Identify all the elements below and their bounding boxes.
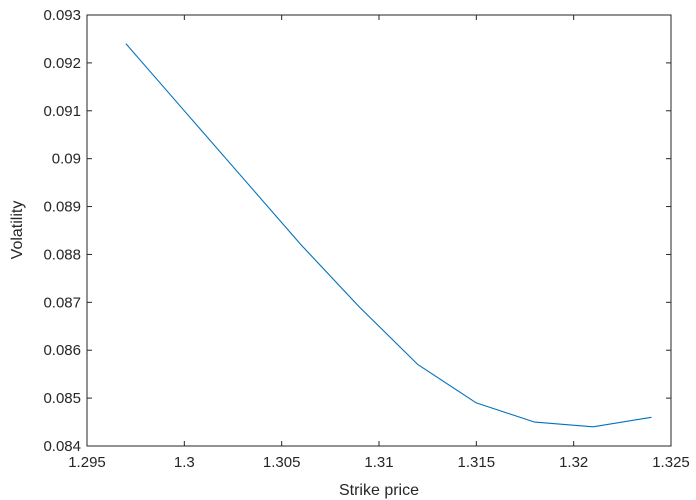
y-tick-label: 0.084 xyxy=(43,438,81,455)
x-axis-ticks: 1.295 1.3 1.305 1.31 1.315 1.32 1.325 xyxy=(68,15,690,471)
x-axis-title: Strike price xyxy=(339,482,419,499)
x-tick-label: 1.315 xyxy=(458,454,496,471)
y-tick-label: 0.086 xyxy=(43,342,81,359)
y-tick-label: 0.09 xyxy=(52,151,81,168)
plot-area xyxy=(86,14,672,447)
x-tick-label: 1.3 xyxy=(174,454,195,471)
x-tick-label: 1.31 xyxy=(364,454,393,471)
series-line xyxy=(125,43,652,428)
x-tick-label: 1.305 xyxy=(263,454,301,471)
x-tick-label: 1.295 xyxy=(68,454,106,471)
x-tick-label: 1.325 xyxy=(652,454,690,471)
series-layer xyxy=(125,43,652,428)
y-tick-label: 0.093 xyxy=(43,7,81,24)
y-axis-title: Volatility xyxy=(9,201,26,260)
y-tick-label: 0.092 xyxy=(43,55,81,72)
y-tick-label: 0.089 xyxy=(43,199,81,216)
y-tick-label: 0.088 xyxy=(43,246,81,263)
y-tick-label: 0.085 xyxy=(43,390,81,407)
x-tick-label: 1.32 xyxy=(559,454,588,471)
y-axis-ticks: 0.084 0.085 0.086 0.087 0.088 0.089 0.09 0.091 0… xyxy=(43,7,671,455)
y-tick-label: 0.087 xyxy=(43,294,81,311)
y-tick-label: 0.091 xyxy=(43,103,81,120)
